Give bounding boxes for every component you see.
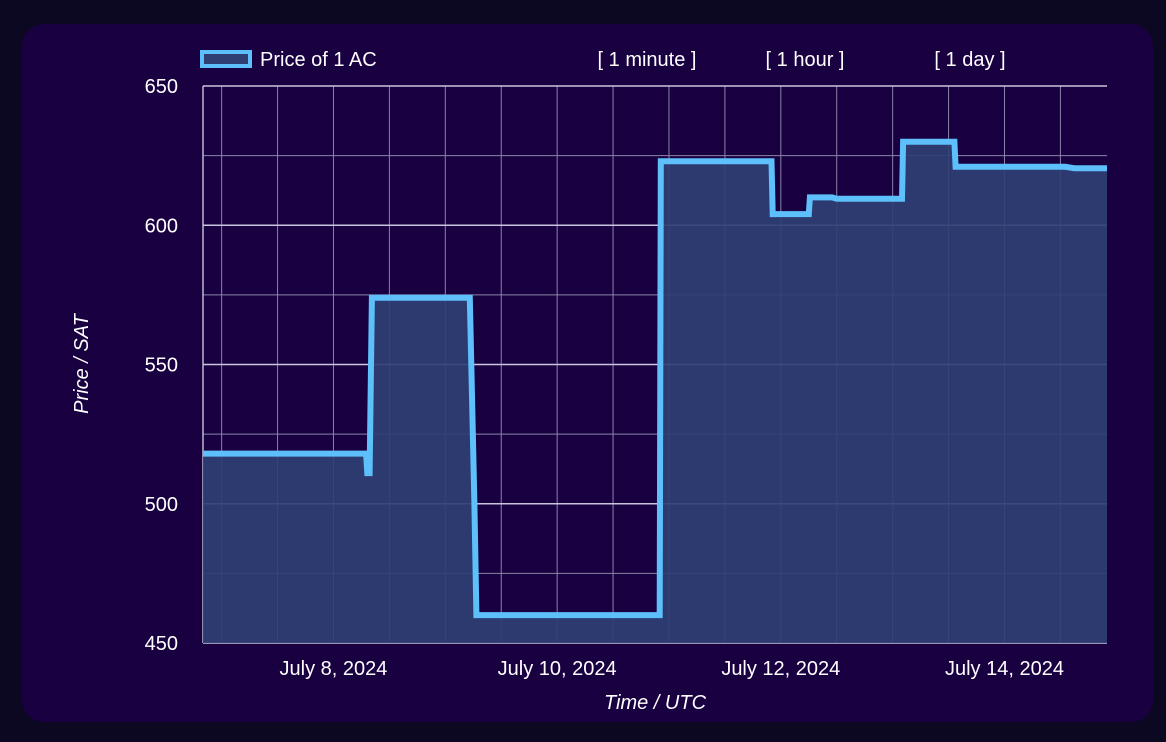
- y-tick-label: 500: [145, 494, 178, 516]
- price-area-fill: [203, 141, 1107, 643]
- x-tick-label: July 12, 2024: [721, 658, 840, 680]
- legend[interactable]: Price of 1 AC: [200, 49, 377, 71]
- legend-label: Price of 1 AC: [260, 49, 377, 71]
- x-axis-title: Time / UTC: [604, 692, 707, 714]
- x-tick-label: July 8, 2024: [280, 658, 388, 680]
- y-tick-label: 650: [145, 76, 178, 98]
- range-1-minute-button[interactable]: [ 1 minute ]: [598, 49, 697, 71]
- legend-swatch: [202, 52, 250, 66]
- y-axis-title: Price / SAT: [71, 312, 93, 413]
- x-tick-label: July 10, 2024: [498, 658, 617, 680]
- x-tick-labels: July 8, 2024 July 10, 2024 July 12, 2024 Ju…: [280, 658, 1064, 680]
- price-line: [203, 138, 1107, 619]
- y-tick-label: 450: [145, 633, 178, 655]
- legend-swatch-border: [200, 50, 252, 68]
- range-1-day-button[interactable]: [ 1 day ]: [934, 49, 1005, 71]
- x-tick-label: July 14, 2024: [945, 658, 1064, 680]
- range-1-hour-button[interactable]: [ 1 hour ]: [766, 49, 845, 71]
- y-tick-labels: 450 500 550 600 650: [145, 76, 178, 655]
- y-tick-label: 550: [145, 355, 178, 377]
- y-tick-label: 600: [145, 215, 178, 237]
